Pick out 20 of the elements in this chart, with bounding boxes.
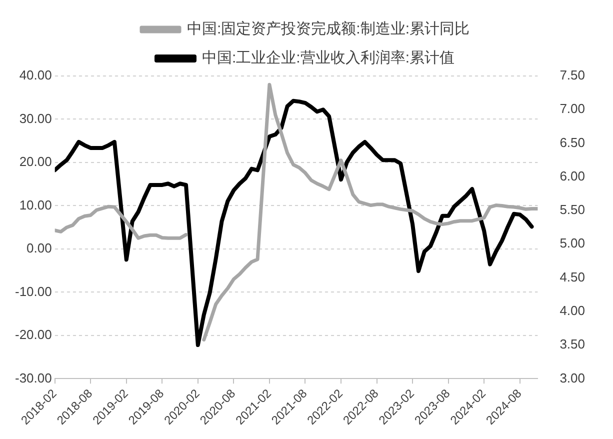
y2-tick-label: 4.00 <box>560 302 586 318</box>
y-tick-label: -20.00 <box>14 327 52 342</box>
y2-tick-label: 3.50 <box>560 336 586 352</box>
y2-tick-label: 7.00 <box>560 101 586 116</box>
y2-tick-label: 5.00 <box>560 236 586 251</box>
y2-tick-label: 6.50 <box>560 134 586 150</box>
y-tick-label: 40.00 <box>19 68 52 83</box>
y2-tick-label: 5.50 <box>560 202 586 218</box>
y-tick-label: -10.00 <box>14 284 52 299</box>
y2-tick-label: 6.00 <box>560 168 586 184</box>
y-tick-label: 20.00 <box>19 154 52 170</box>
y-tick-label: 30.00 <box>19 110 52 126</box>
y-tick-label: 0.00 <box>26 240 52 256</box>
y-tick-label: -30.00 <box>14 370 52 386</box>
legend-label: 中国:固定资产投资完成额:制造业:累计同比 <box>187 20 470 38</box>
legend-label: 中国:工业企业:营业收入利润率:累计值 <box>202 50 455 67</box>
y2-tick-label: 3.00 <box>560 370 586 386</box>
y2-tick-label: 4.50 <box>560 269 586 284</box>
y-tick-label: 10.00 <box>19 197 52 212</box>
y2-tick-label: 7.50 <box>560 68 586 83</box>
